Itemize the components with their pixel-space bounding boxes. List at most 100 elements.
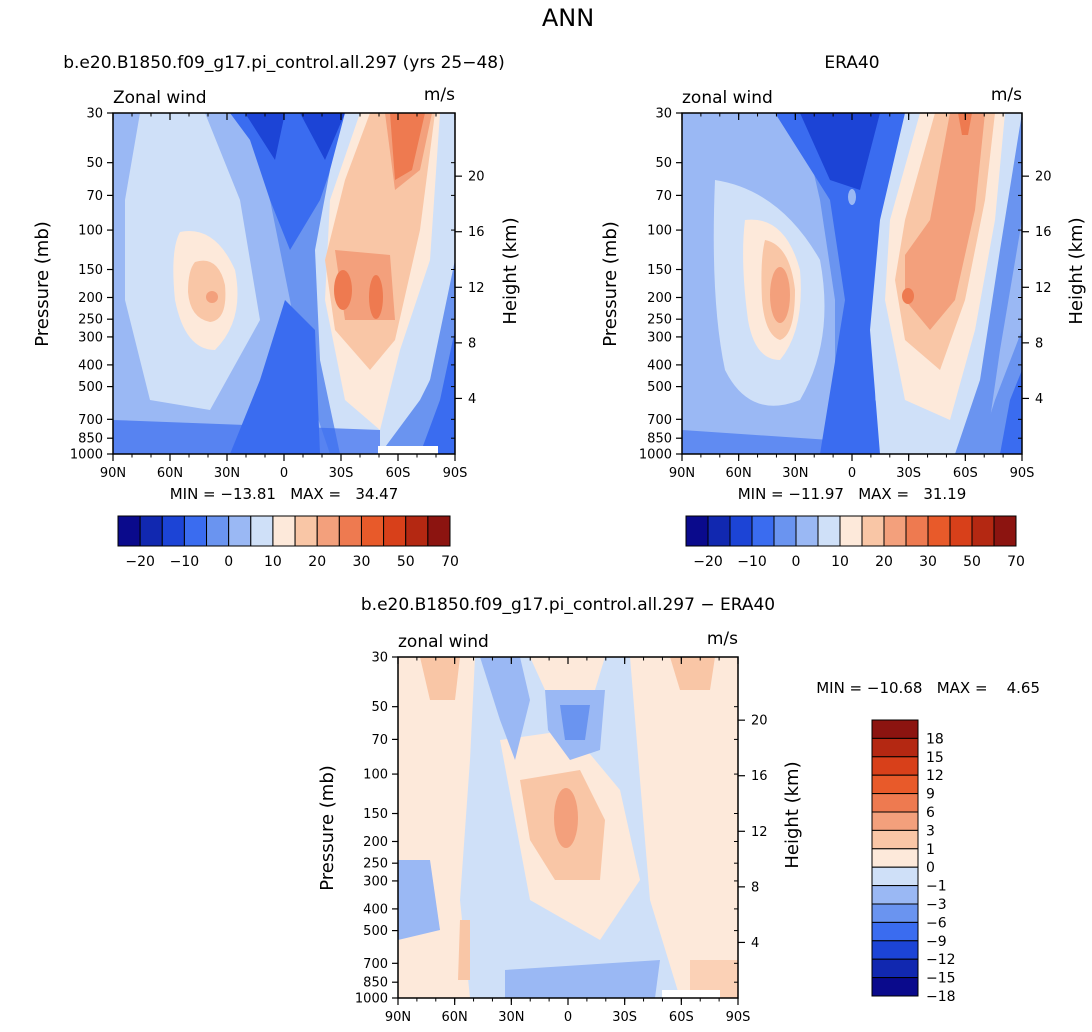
y-tick-label: 30 bbox=[86, 107, 103, 122]
colorbar-swatch bbox=[272, 515, 296, 547]
colorbar-label: −20 bbox=[125, 554, 155, 570]
y2-tick-label: 4 bbox=[751, 936, 759, 951]
panel-model: b.e20.B1850.f09_g17.pi_control.all.297 (… bbox=[32, 53, 521, 570]
left-label: zonal wind bbox=[398, 632, 489, 652]
contour-band bbox=[958, 113, 972, 135]
colorbar: 18 15 12 9 6 3 1 0 −1 −3 −6 −9 −12 −15 −18 bbox=[871, 719, 956, 1005]
colorbar-label: 0 bbox=[926, 860, 935, 876]
y2-axis-title: Height (km) bbox=[1066, 217, 1087, 324]
figure-title: ANN bbox=[542, 4, 594, 32]
colorbar-swatch bbox=[751, 515, 775, 547]
colorbar-label: 0 bbox=[224, 554, 233, 570]
colorbar-label: 15 bbox=[926, 750, 944, 766]
height-axis: 20 16 12 8 4 bbox=[1022, 170, 1052, 407]
colorbar-swatch bbox=[871, 921, 919, 942]
contour-band bbox=[420, 657, 460, 700]
colorbar-label: 12 bbox=[926, 768, 944, 784]
y-tick-label: 70 bbox=[86, 189, 103, 204]
x-tick-label: 30N bbox=[782, 466, 808, 481]
colorbar-label: −6 bbox=[926, 915, 947, 931]
y2-tick-label: 8 bbox=[751, 880, 759, 895]
colorbar-swatch bbox=[338, 515, 362, 547]
colorbar-swatch bbox=[883, 515, 907, 547]
colorbar-label: 20 bbox=[308, 554, 326, 570]
colorbar-swatch bbox=[360, 515, 385, 547]
y-tick-label: 300 bbox=[363, 874, 388, 889]
x-tick-label: 30N bbox=[498, 1010, 524, 1025]
y-tick-label: 250 bbox=[363, 857, 388, 872]
y2-tick-label: 12 bbox=[751, 825, 768, 840]
colorbar-swatch bbox=[228, 515, 252, 547]
colorbar-label: 0 bbox=[792, 554, 801, 570]
contour-band bbox=[1000, 370, 1022, 454]
colorbar-swatch bbox=[707, 515, 731, 547]
y-tick-label: 100 bbox=[647, 224, 672, 239]
min-max-label: MIN = −11.97 MAX = 31.19 bbox=[738, 485, 967, 503]
y-tick-label: 850 bbox=[363, 976, 388, 991]
colorbar-swatch bbox=[871, 903, 919, 923]
panel-title: b.e20.B1850.f09_g17.pi_control.all.297 −… bbox=[361, 595, 775, 615]
panel-title: b.e20.B1850.f09_g17.pi_control.all.297 (… bbox=[63, 53, 505, 73]
right-label: m/s bbox=[991, 85, 1022, 105]
height-axis: 20 16 12 8 4 bbox=[455, 170, 485, 407]
x-tick-label: 90S bbox=[726, 1010, 751, 1025]
x-tick-label: 60N bbox=[442, 1010, 468, 1025]
colorbar-swatch bbox=[871, 885, 919, 905]
x-tick-label: 90N bbox=[100, 466, 126, 481]
colorbar-label: 30 bbox=[353, 554, 371, 570]
colorbar-swatch bbox=[993, 515, 1017, 547]
y-tick-label: 700 bbox=[363, 957, 388, 972]
y-tick-label: 400 bbox=[363, 902, 388, 917]
colorbar-swatch bbox=[383, 515, 407, 547]
colorbar-swatch bbox=[206, 515, 230, 547]
min-max-label: MIN = −13.81 MAX = 34.47 bbox=[170, 485, 399, 503]
right-label: m/s bbox=[707, 629, 738, 649]
contour-core bbox=[770, 267, 790, 323]
y-tick-label: 150 bbox=[363, 807, 388, 822]
colorbar-label: 3 bbox=[926, 823, 935, 839]
contour-core bbox=[848, 189, 856, 205]
colorbar-swatch bbox=[427, 515, 451, 547]
colorbar-swatch bbox=[905, 515, 929, 547]
y-axis-title: Pressure (mb) bbox=[600, 221, 621, 347]
contour-field bbox=[113, 113, 455, 454]
y-tick-label: 100 bbox=[363, 768, 388, 783]
y-tick-label: 1000 bbox=[355, 992, 388, 1007]
colorbar-swatch bbox=[817, 515, 841, 547]
y-tick-label: 150 bbox=[78, 263, 103, 278]
colorbar-swatch bbox=[773, 515, 797, 547]
x-tick-label: 30N bbox=[214, 466, 240, 481]
x-tick-label: 60N bbox=[726, 466, 752, 481]
colorbar-label: 6 bbox=[926, 805, 935, 821]
panel-title: ERA40 bbox=[824, 53, 879, 73]
y2-axis-title: Height (km) bbox=[500, 217, 521, 324]
y2-tick-label: 16 bbox=[468, 225, 485, 240]
contour-band bbox=[420, 330, 455, 454]
y-tick-label: 1000 bbox=[639, 448, 672, 463]
y2-tick-label: 12 bbox=[468, 281, 485, 296]
colorbar-label: 70 bbox=[441, 554, 459, 570]
colorbar-label: −1 bbox=[926, 879, 947, 895]
contour-band bbox=[390, 113, 425, 180]
contour-field bbox=[398, 657, 738, 998]
colorbar-swatch bbox=[927, 515, 951, 547]
colorbar: −20 −10 0 10 20 30 50 70 bbox=[685, 515, 1025, 570]
y-tick-label: 700 bbox=[647, 413, 672, 428]
contour-band bbox=[530, 657, 605, 690]
x-tick-label: 30S bbox=[329, 466, 354, 481]
x-tick-label: 60N bbox=[157, 466, 183, 481]
colorbar-swatch bbox=[139, 515, 163, 547]
y-tick-label: 400 bbox=[647, 358, 672, 373]
y-tick-label: 850 bbox=[647, 432, 672, 447]
y-axis-title: Pressure (mb) bbox=[32, 221, 53, 347]
y2-tick-label: 8 bbox=[468, 336, 476, 351]
right-label: m/s bbox=[424, 85, 455, 105]
min-max-label: MIN = −10.68 MAX = 4.65 bbox=[816, 679, 1040, 697]
colorbar-swatch bbox=[795, 515, 819, 547]
colorbar-label: −9 bbox=[926, 934, 947, 950]
colorbar-label: 20 bbox=[875, 554, 893, 570]
